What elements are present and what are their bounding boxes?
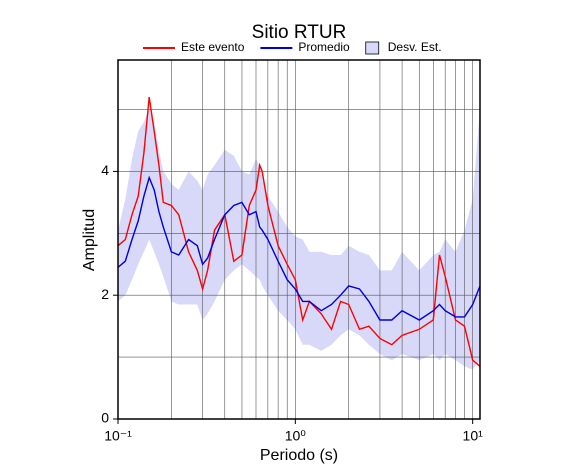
- y-tick-label: 2: [101, 286, 109, 302]
- x-tick-label: 10⁰: [285, 428, 307, 444]
- chart-title: Sitio RTUR: [252, 22, 347, 43]
- plot-frame: [117, 59, 481, 420]
- series-line: [117, 96, 481, 367]
- x-tick-label: 10⁻¹: [104, 428, 132, 444]
- x-axis-label: Periodo (s): [260, 447, 338, 464]
- std-band: [118, 109, 480, 370]
- y-tick-label: 4: [101, 162, 109, 178]
- series-line: [117, 175, 481, 321]
- legend-swatch: [365, 41, 380, 55]
- y-axis-label: Amplitud: [81, 209, 98, 271]
- legend-label: Desv. Est.: [388, 40, 442, 54]
- x-tick-label: 10¹: [463, 428, 484, 444]
- legend-label: Promedio: [298, 40, 350, 54]
- legend-label: Este evento: [181, 40, 245, 54]
- y-tick-label: 0: [101, 410, 109, 426]
- legend: Este evento Promedio Desv. Est.: [143, 40, 442, 55]
